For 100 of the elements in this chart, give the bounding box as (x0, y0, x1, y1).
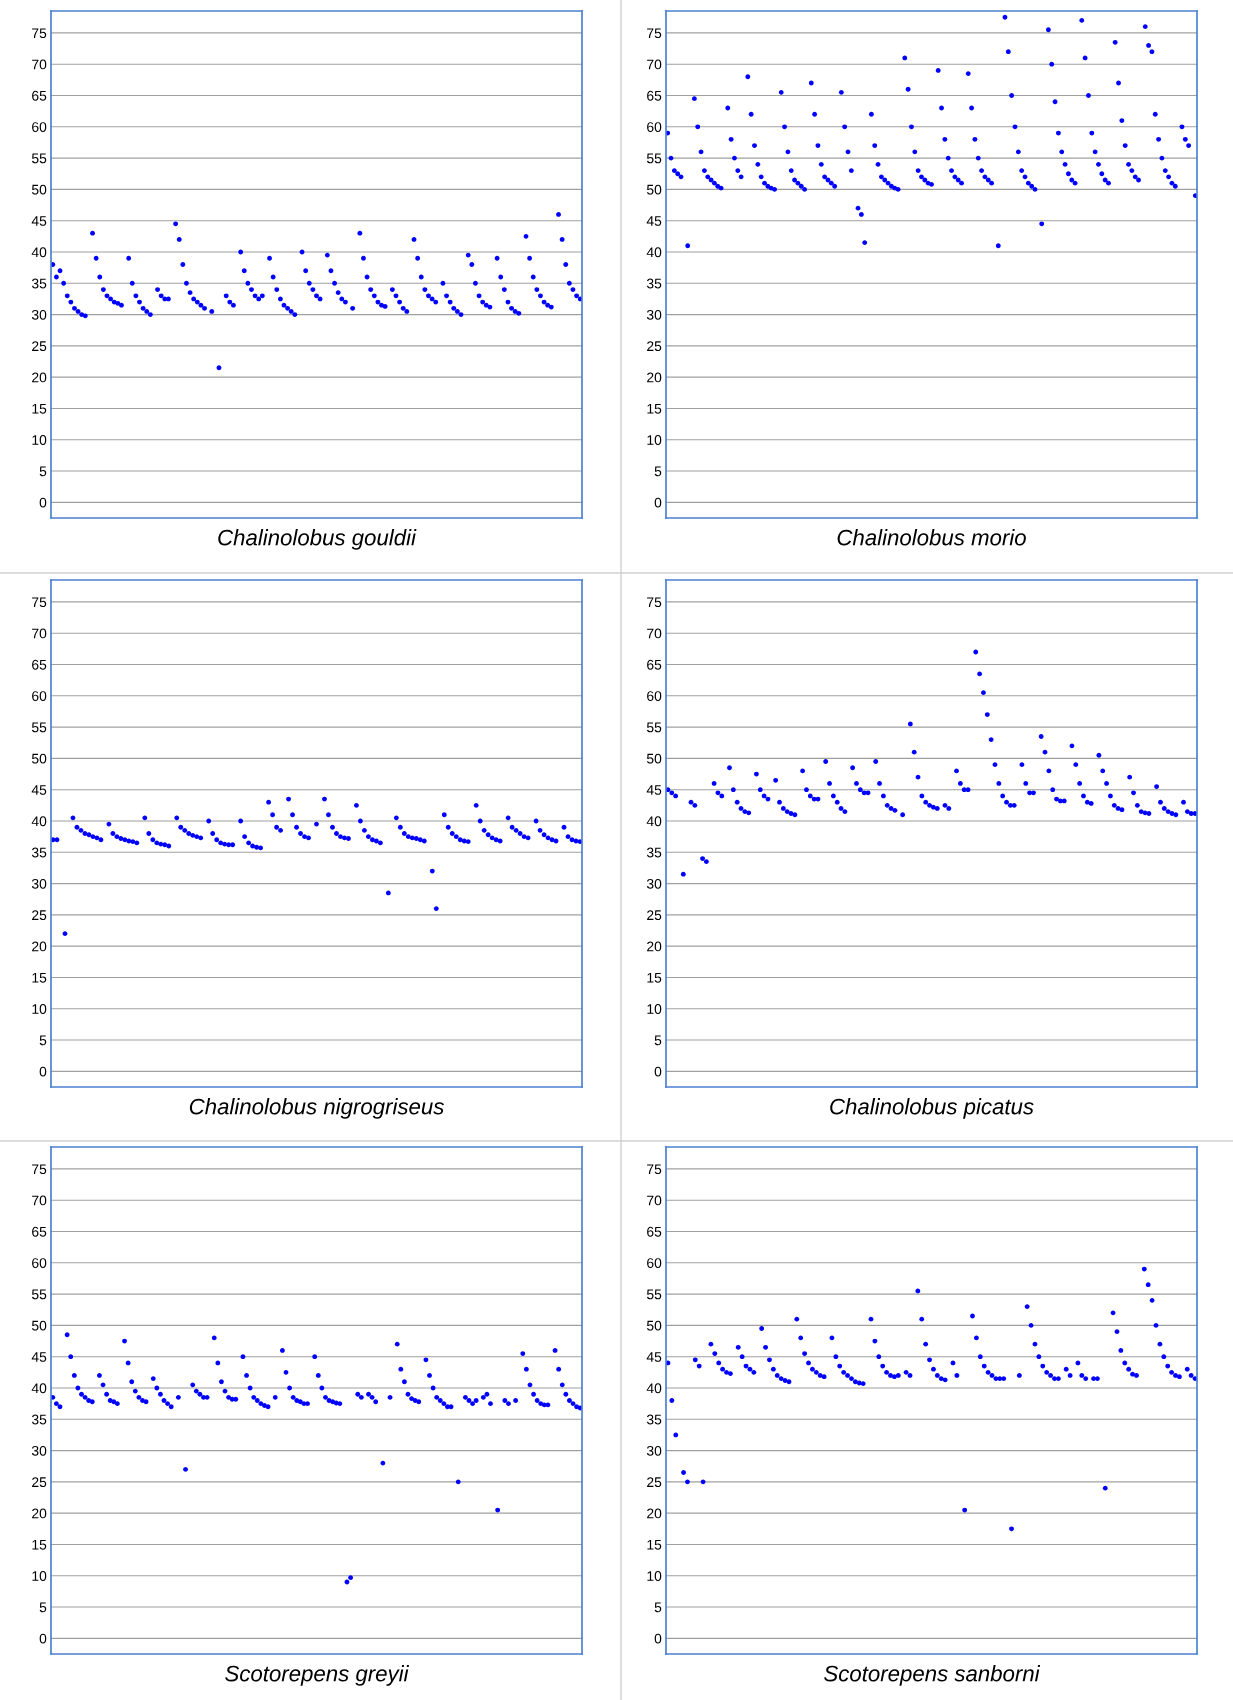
y-tick-label: 60 (647, 691, 662, 701)
y-tick-label: 60 (32, 691, 47, 701)
y-tick-label: 45 (31, 785, 47, 795)
y-tick-label: 50 (31, 1320, 47, 1331)
x-axis-title: Chalinolobus gouldii (218, 529, 417, 550)
x-axis-title: Scotorepens sanborni (824, 1665, 1041, 1686)
y-tick-label: 10 (32, 435, 47, 445)
y-tick-label: 10 (32, 1571, 47, 1581)
y-tick-label: 75 (647, 1164, 662, 1175)
y-tick-label: 50 (646, 184, 662, 195)
y-tick-label: 10 (647, 1571, 662, 1581)
x-axis-title: Chalinolobus morio (837, 529, 1026, 546)
y-tick-label: 30 (646, 878, 662, 889)
y-tick-label: 5 (654, 1602, 662, 1613)
y-tick-label: 65 (32, 90, 47, 101)
y-tick-label: 55 (31, 722, 47, 733)
y-tick-label: 60 (32, 122, 47, 132)
y-tick-label: 65 (32, 1226, 47, 1237)
y-tick-label: 20 (32, 372, 47, 383)
y-tick-label: 45 (646, 216, 662, 226)
y-tick-label: 55 (646, 153, 662, 164)
y-tick-label: 0 (39, 1066, 47, 1077)
y-tick-label: 25 (32, 910, 47, 921)
y-tick-label: 20 (647, 372, 662, 383)
y-tick-label: 65 (647, 1226, 662, 1237)
y-tick-label: 20 (647, 1508, 662, 1519)
y-tick-label: 55 (31, 153, 47, 164)
y-tick-label: 55 (646, 722, 662, 733)
y-tick-label: 65 (647, 659, 662, 670)
y-tick-label: 40 (31, 1383, 47, 1394)
y-tick-label: 15 (647, 403, 662, 414)
y-tick-label: 35 (31, 847, 47, 858)
y-tick-label: 0 (39, 1633, 47, 1644)
y-tick-label: 55 (31, 1289, 47, 1300)
y-tick-label: 10 (647, 435, 662, 445)
y-tick-label: 70 (647, 1195, 662, 1206)
y-tick-label: 70 (32, 59, 47, 70)
y-tick-label: 40 (31, 247, 47, 258)
y-tick-label: 60 (647, 122, 662, 132)
y-tick-label: 30 (646, 1445, 662, 1456)
y-tick-label: 35 (646, 847, 662, 858)
y-tick-label: 30 (31, 309, 47, 320)
y-tick-label: 75 (32, 1164, 47, 1175)
y-tick-label: 75 (32, 28, 47, 39)
y-tick-label: 20 (32, 1508, 47, 1519)
y-tick-label: 25 (647, 1477, 662, 1488)
y-tick-label: 75 (32, 597, 47, 608)
y-tick-label: 15 (647, 972, 662, 983)
x-axis-title: Chalinolobus picatus (830, 1098, 1034, 1119)
y-tick-label: 20 (647, 941, 662, 952)
y-tick-label: 15 (647, 1539, 662, 1550)
y-tick-label: 65 (32, 659, 47, 670)
y-tick-label: 50 (31, 184, 47, 195)
y-tick-label: 40 (31, 816, 47, 827)
y-tick-label: 30 (31, 878, 47, 889)
y-tick-label: 25 (32, 1477, 47, 1488)
y-tick-label: 30 (646, 309, 662, 320)
y-tick-label: 75 (647, 28, 662, 39)
y-tick-label: 50 (646, 1320, 662, 1331)
y-tick-label: 15 (32, 1539, 47, 1550)
y-tick-label: 5 (39, 1035, 47, 1046)
y-tick-label: 50 (646, 753, 662, 764)
y-tick-label: 75 (647, 597, 662, 608)
y-tick-label: 45 (31, 216, 47, 226)
y-tick-label: 0 (654, 1633, 662, 1644)
y-tick-label: 5 (654, 466, 662, 477)
y-tick-label: 60 (32, 1258, 47, 1268)
y-tick-label: 45 (646, 1352, 662, 1362)
y-tick-label: 70 (32, 628, 47, 639)
y-tick-label: 60 (647, 1258, 662, 1268)
y-tick-label: 30 (31, 1445, 47, 1456)
y-tick-label: 0 (39, 497, 47, 508)
y-tick-label: 45 (31, 1352, 47, 1362)
x-axis-title: Scotorepens greyii (225, 1665, 410, 1686)
y-tick-label: 35 (646, 1414, 662, 1425)
y-tick-label: 35 (646, 278, 662, 289)
y-tick-label: 25 (32, 341, 47, 352)
y-tick-label: 50 (31, 753, 47, 764)
y-tick-label: 20 (32, 941, 47, 952)
y-tick-label: 70 (647, 628, 662, 639)
y-tick-label: 55 (646, 1289, 662, 1300)
y-tick-label: 40 (646, 247, 662, 258)
x-axis-title: Chalinolobus nigrogriseus (189, 1098, 444, 1119)
y-tick-label: 0 (654, 1066, 662, 1077)
y-tick-label: 40 (646, 816, 662, 827)
y-tick-label: 5 (39, 1602, 47, 1613)
y-tick-label: 5 (39, 466, 47, 477)
y-tick-label: 35 (31, 278, 47, 289)
y-tick-label: 0 (654, 497, 662, 508)
y-tick-label: 70 (32, 1195, 47, 1206)
y-tick-label: 25 (647, 910, 662, 921)
y-tick-label: 15 (32, 403, 47, 414)
y-tick-label: 65 (647, 90, 662, 101)
y-tick-label: 40 (646, 1383, 662, 1394)
y-tick-label: 5 (654, 1035, 662, 1046)
y-tick-label: 45 (646, 785, 662, 795)
y-tick-label: 15 (32, 972, 47, 983)
y-tick-label: 10 (32, 1004, 47, 1014)
y-tick-label: 35 (31, 1414, 47, 1425)
y-tick-label: 25 (647, 341, 662, 352)
